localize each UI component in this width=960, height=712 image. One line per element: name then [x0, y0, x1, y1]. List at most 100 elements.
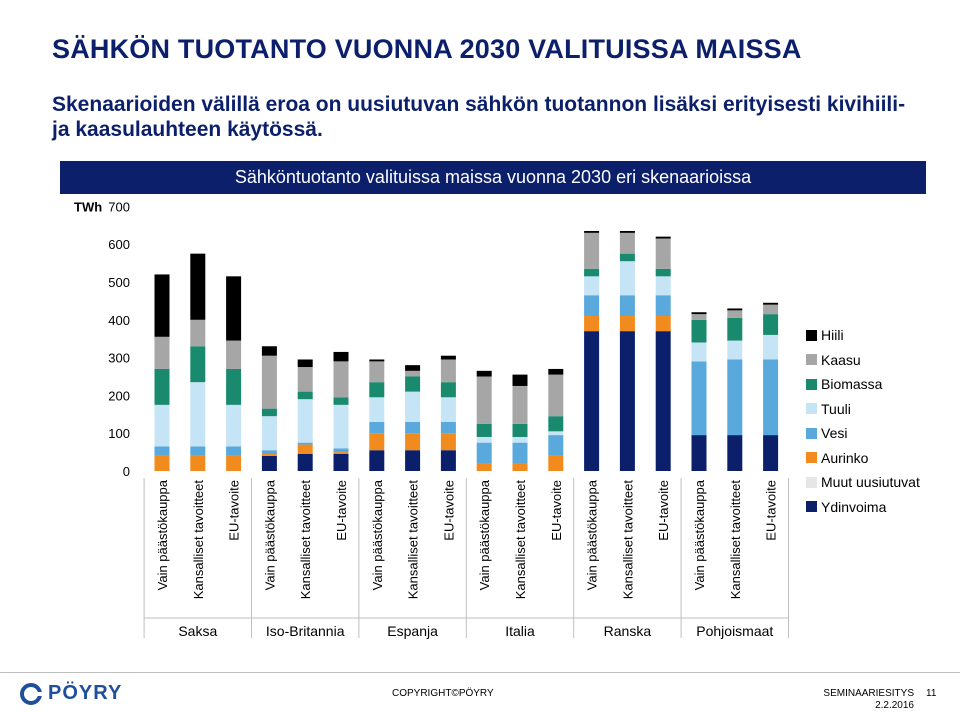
bar-segment-biomassa [333, 397, 349, 405]
x-tick-label: Kansalliset tavoitteet [513, 480, 528, 600]
bar-segment-vesi [226, 446, 242, 456]
y-tick-label: 400 [108, 313, 130, 328]
bar-segment-tuuli [297, 399, 313, 443]
footer-divider [0, 672, 960, 673]
bar-segment-kaasu [405, 370, 421, 377]
bar-segment-tuuli [512, 436, 528, 443]
bar-segment-biomassa [440, 382, 456, 398]
bar-segment-biomassa [655, 268, 671, 277]
bar-segment-ydinvoima [727, 435, 743, 471]
legend-item: Biomassa [806, 372, 920, 397]
group-labels: Saksa Iso-Britannia Espanja Italia Ranska Poh… [143, 478, 789, 639]
bar-segment-ydinvoima [333, 453, 349, 471]
y-tick-label: 500 [108, 275, 130, 290]
bar-segment-biomassa [512, 423, 528, 437]
bar-segment-aurinko [369, 433, 385, 451]
bar-segment-ydinvoima [440, 450, 456, 471]
bar-segment-tuuli [691, 342, 707, 362]
bar-segment-kaasu [333, 361, 349, 398]
bar-segment-tuuli [548, 431, 564, 436]
legend-item: Kaasu [806, 348, 920, 373]
bar-segment-kaasu [476, 376, 492, 424]
bar-segment-hiili [691, 312, 707, 315]
bar-segment-ydinvoima [619, 331, 635, 471]
bar-segment-aurinko [154, 455, 170, 471]
bar-segment-biomassa [476, 423, 492, 437]
bar-segment-biomassa [405, 376, 421, 392]
legend-swatch [806, 403, 817, 415]
bar-segment-aurinko [655, 316, 671, 332]
bar-segment-ydinvoima [584, 331, 600, 471]
x-tick-label: EU-tavoite [656, 480, 671, 541]
bar-segment-aurinko [476, 463, 492, 471]
bar-segment-aurinko [548, 455, 564, 471]
bar-segment-biomassa [297, 391, 313, 400]
bar-segment-vesi [655, 295, 671, 317]
group-label: Pohjoismaat [696, 623, 773, 639]
bar-segment-biomassa [763, 314, 779, 335]
slide-subtitle: Skenaarioiden välillä eroa on uusiutuvan… [52, 93, 906, 141]
bar-segment-tuuli [405, 391, 421, 422]
bar-segment-hiili [476, 370, 492, 377]
bar-segment-aurinko [333, 452, 349, 454]
legend-label: Tuuli [821, 400, 851, 417]
poyry-logo-icon [20, 682, 42, 705]
bar-segment-tuuli [261, 416, 277, 451]
bar-segment-tuuli [440, 397, 456, 422]
legend-label: Vesi [821, 425, 848, 442]
bar-segment-vesi [476, 442, 492, 464]
legend-swatch [806, 452, 817, 464]
bar-segment-aurinko [190, 455, 206, 471]
y-tick-label: 0 [123, 464, 130, 479]
x-tick-label: Vain päästökauppa [155, 479, 170, 590]
bar-segment-hiili [261, 346, 277, 356]
x-tick-label: Vain päästökauppa [692, 479, 707, 590]
bar-segment-aurinko [619, 316, 635, 332]
bar-segment-tuuli [226, 404, 242, 447]
legend-item: Vesi [806, 421, 920, 446]
bar-segment-vesi [584, 295, 600, 317]
bar-segment-aurinko [226, 455, 242, 471]
bar-segment-hiili [763, 302, 779, 305]
logo-text: PÖYRY [48, 682, 123, 704]
bar-segment-hiili [727, 308, 743, 311]
bar-segment-ydinvoima [655, 331, 671, 471]
legend-label: Aurinko [821, 449, 869, 466]
bar-segment-kaasu [154, 336, 170, 369]
bar-segment-hiili [226, 276, 242, 341]
seminar-label: SEMINAARIESITYS [823, 688, 914, 699]
bar-segment-kaasu [584, 232, 600, 269]
bar-segment-ydinvoima [369, 450, 385, 471]
x-tick-label: EU-tavoite [764, 480, 779, 541]
bar-segment-vesi [369, 421, 385, 434]
x-tick-label: EU-tavoite [441, 480, 456, 541]
x-tick-label: EU-tavoite [227, 480, 242, 541]
bar-segment-ydinvoima [691, 435, 707, 471]
bar-segment-kaasu [619, 232, 635, 254]
bar-segment-kaasu [440, 359, 456, 383]
bar-segment-aurinko [261, 453, 277, 456]
y-tick-label: 300 [108, 351, 130, 366]
bar-segment-biomassa [548, 416, 564, 432]
bar-segment-hiili [297, 359, 313, 368]
bar-segment-vesi [727, 359, 743, 436]
bar-segment-tuuli [619, 261, 635, 296]
chart-title-banner: Sähköntuotanto valituissa maissa vuonna … [60, 161, 926, 194]
bar-segment-biomassa [369, 382, 385, 398]
bar-segment-hiili [333, 351, 349, 362]
bar-segment-biomassa [619, 253, 635, 262]
seminar-info: SEMINAARIESITYS 2.2.2016 [823, 688, 914, 712]
group-label: Italia [505, 623, 535, 639]
bar-segment-tuuli [154, 404, 170, 447]
legend-swatch [806, 476, 817, 488]
bar-segment-kaasu [190, 319, 206, 347]
seminar-date: 2.2.2016 [875, 700, 914, 711]
y-tick-label: 700 [108, 199, 130, 214]
legend-swatch [806, 427, 817, 439]
bar-segment-tuuli [584, 276, 600, 296]
bar-segment-aurinko [440, 433, 456, 451]
bar-segment-hiili [512, 374, 528, 386]
bar-segment-vesi [763, 359, 779, 436]
x-axis-labels: Vain päästökauppa Kansalliset tavoitteet E… [155, 479, 779, 599]
